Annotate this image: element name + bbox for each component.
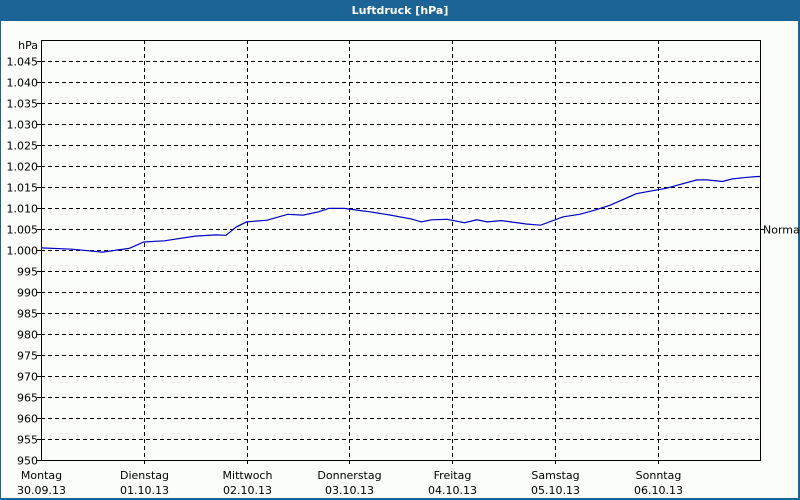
x-date-label: 05.10.13 <box>531 484 580 497</box>
plot-frame <box>41 40 761 461</box>
y-tick-label: 955 <box>17 434 38 447</box>
x-date-label: 06.10.13 <box>634 484 683 497</box>
y-tick-label: 990 <box>17 287 38 300</box>
x-day-label: Donnerstag <box>317 469 381 482</box>
x-date-label: 01.10.13 <box>120 484 169 497</box>
x-day-label: Freitag <box>434 469 472 482</box>
y-tick-label: 1.010 <box>7 203 39 216</box>
y-tick-label: 1.040 <box>7 77 39 90</box>
x-day-label: Mittwoch <box>223 469 273 482</box>
x-date-label: 03.10.13 <box>325 484 374 497</box>
y-tick-label: 1.005 <box>7 224 39 237</box>
y-tick-label: 1.000 <box>7 245 39 258</box>
y-axis-unit: hPa <box>18 39 38 52</box>
y-tick-label: 1.025 <box>7 140 39 153</box>
x-date-label: 02.10.13 <box>223 484 272 497</box>
y-tick-label: 995 <box>17 266 38 279</box>
chart-title: Luftdruck [hPa] <box>351 4 449 17</box>
y-tick-label: 1.020 <box>7 161 39 174</box>
x-day-label: Sonntag <box>636 469 682 482</box>
y-tick-label: 985 <box>17 308 38 321</box>
y-tick-label: 1.045 <box>7 56 39 69</box>
y-tick-label: 1.030 <box>7 119 39 132</box>
y-tick-label: 950 <box>17 455 38 468</box>
y-tick-label: 975 <box>17 350 38 363</box>
x-date-label: 30.09.13 <box>17 484 66 497</box>
y-tick-label: 970 <box>17 371 38 384</box>
y-tick-label: 960 <box>17 413 38 426</box>
y-tick-label: 1.015 <box>7 182 39 195</box>
normal-label: Normal <box>763 224 800 237</box>
y-tick-label: 980 <box>17 329 38 342</box>
y-tick-label: 965 <box>17 392 38 405</box>
x-day-label: Samstag <box>531 469 579 482</box>
y-tick-label: 1.035 <box>7 98 39 111</box>
x-day-label: Dienstag <box>120 469 169 482</box>
pressure-line <box>40 175 761 253</box>
x-day-label: Montag <box>21 469 62 482</box>
x-date-label: 04.10.13 <box>428 484 477 497</box>
